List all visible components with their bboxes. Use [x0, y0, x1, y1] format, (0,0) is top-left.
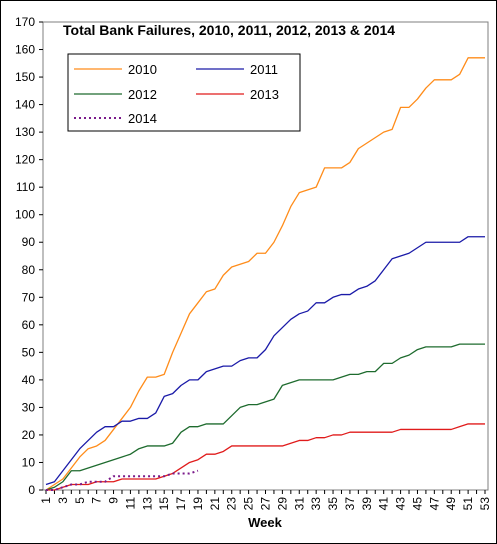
y-tick-label: 60 [22, 318, 36, 332]
y-tick-label: 160 [15, 43, 35, 57]
y-tick-label: 120 [15, 153, 35, 167]
legend-label-2011: 2011 [250, 62, 278, 77]
y-tick-label: 130 [15, 125, 35, 139]
x-tick-label: 53 [478, 497, 492, 511]
x-tick-label: 41 [377, 497, 391, 511]
y-tick-label: 70 [22, 290, 36, 304]
x-tick-label: 13 [140, 497, 154, 511]
y-tick-label: 170 [15, 15, 35, 29]
x-tick-label: 9 [107, 497, 121, 504]
axes: 0 10 20 30 40 50 60 70 80 90 100 110 120 130 140 150 160… [15, 15, 492, 510]
x-tick-label: 17 [174, 497, 188, 511]
legend: 2010 2011 2012 2013 2014 [67, 53, 301, 132]
x-tick-label: 7 [90, 497, 104, 504]
y-tick-label: 40 [22, 373, 36, 387]
x-tick-label: 45 [410, 497, 424, 511]
y-tick-label: 140 [15, 98, 35, 112]
y-tick-label: 80 [22, 263, 36, 277]
x-tick-label: 19 [191, 497, 205, 511]
x-tick-label: 37 [343, 497, 357, 511]
series-line-2010 [45, 57, 485, 491]
series-line-2012 [45, 343, 485, 491]
x-tick-label: 29 [275, 497, 289, 511]
y-tick-label: 50 [22, 345, 36, 359]
x-tick-label: 43 [394, 497, 408, 511]
y-tick-label: 20 [22, 428, 36, 442]
y-tick-label: 10 [22, 455, 36, 469]
x-tick-label: 11 [123, 497, 137, 510]
x-axis-label: Week [248, 515, 282, 530]
x-tick-label: 1 [39, 497, 53, 504]
x-tick-label: 47 [427, 497, 441, 511]
x-tick-label: 35 [326, 497, 340, 511]
y-tick-label: 150 [15, 70, 35, 84]
y-tick-label: 100 [15, 208, 35, 222]
legend-label-2010: 2010 [128, 62, 157, 77]
x-tick-label: 3 [56, 497, 70, 504]
legend-box [67, 53, 301, 132]
x-tick-label: 33 [309, 497, 323, 511]
chart-title: Total Bank Failures, 2010, 2011, 2012, 2… [63, 22, 395, 38]
series-line-2013 [46, 423, 485, 491]
x-tick-label: 27 [259, 497, 273, 511]
x-tick-label: 31 [292, 497, 306, 511]
x-tick-label: 51 [461, 497, 475, 511]
y-tick-label: 30 [22, 400, 36, 414]
series-layer [45, 57, 485, 491]
x-tick-label: 49 [444, 497, 458, 511]
x-tick-label: 5 [73, 497, 87, 504]
y-tick-label: 110 [16, 180, 35, 194]
series-line-2014 [46, 469, 199, 491]
legend-label-2012: 2012 [128, 87, 157, 102]
legend-label-2014: 2014 [128, 111, 157, 126]
series-line-2011 [45, 236, 485, 486]
x-tick-label: 21 [208, 497, 222, 511]
x-tick-label: 39 [360, 497, 374, 511]
x-tick-label: 23 [225, 497, 239, 511]
x-tick-label: 15 [157, 497, 171, 511]
legend-label-2013: 2013 [250, 87, 279, 102]
x-tick-label: 25 [242, 497, 256, 511]
y-tick-label: 90 [22, 235, 36, 249]
y-tick-label: 0 [28, 483, 35, 497]
